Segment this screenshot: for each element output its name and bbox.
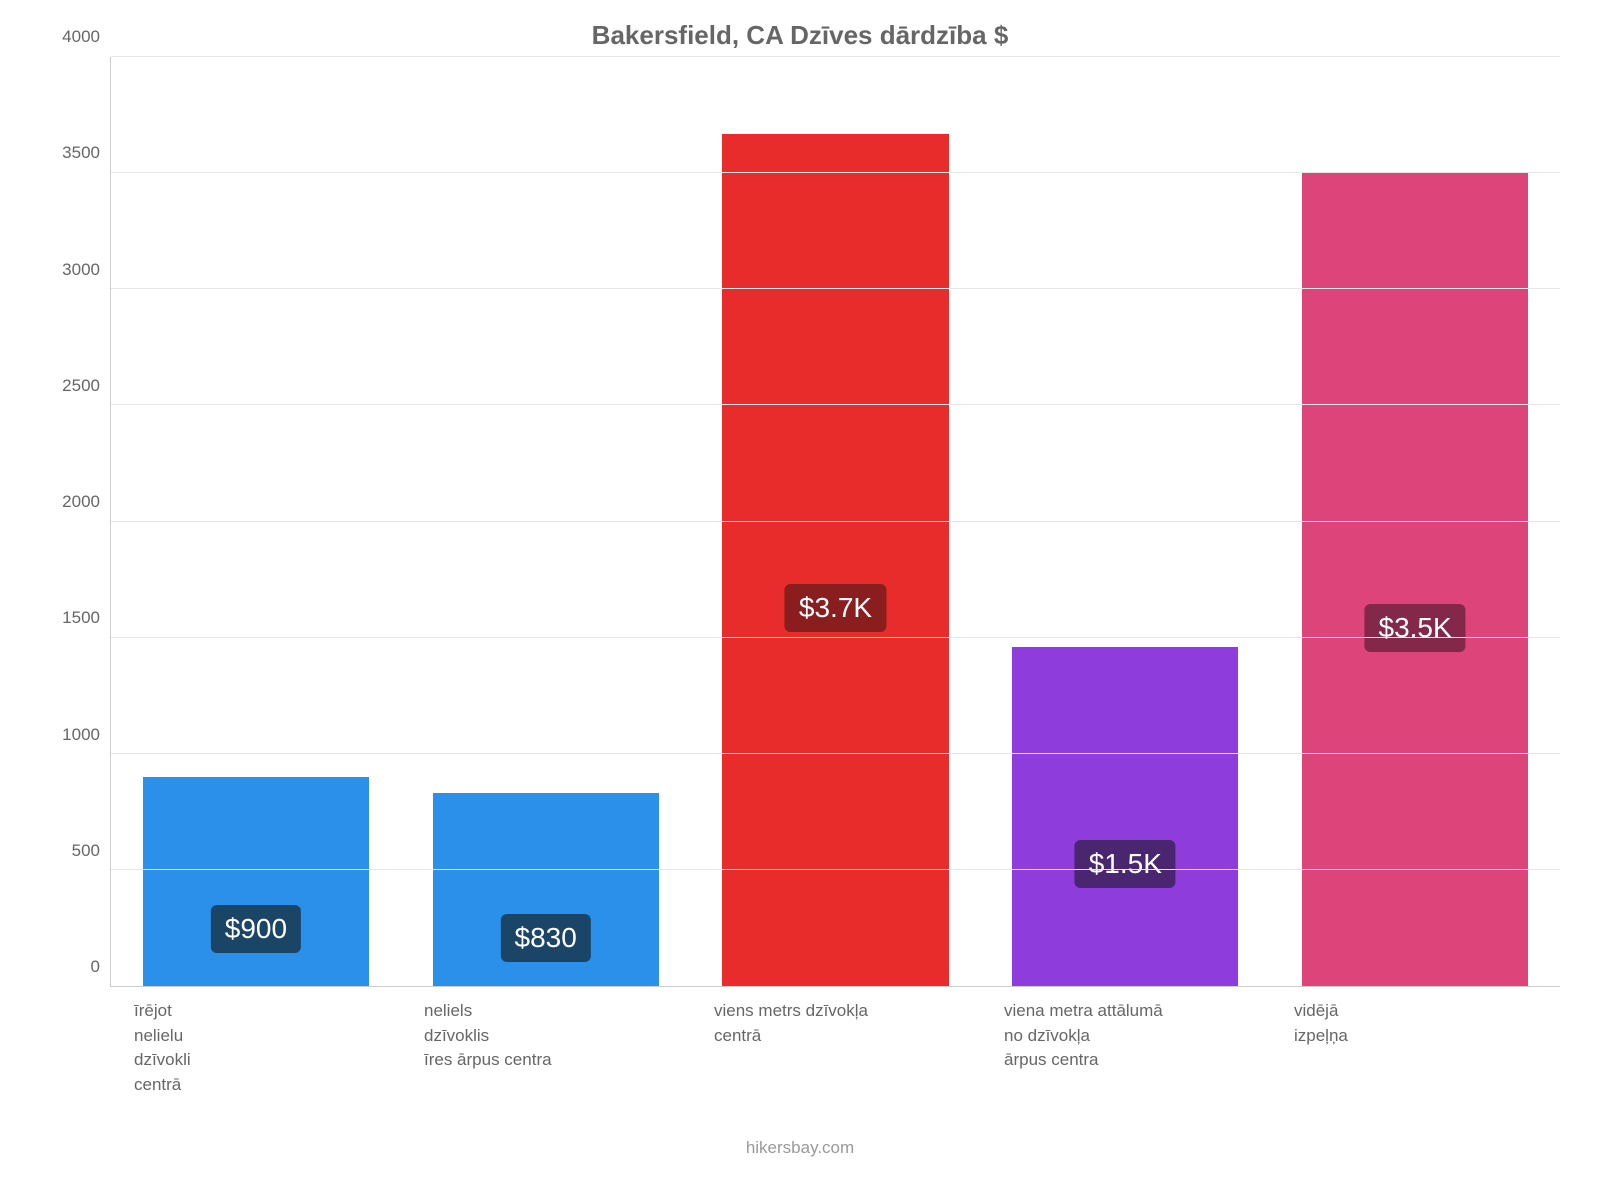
plot-area: $900 $830 $3.7K $1.5K $3.5K — [110, 57, 1560, 987]
bar-value-label: $830 — [501, 914, 591, 962]
x-axis-row: īrējot nelielu dzīvokli centrāneliels dz… — [40, 999, 1560, 1098]
y-tick-label: 500 — [72, 841, 100, 861]
grid-line — [111, 56, 1560, 57]
y-tick-label: 1500 — [62, 608, 100, 628]
chart-footer: hikersbay.com — [40, 1138, 1560, 1158]
y-tick-label: 1000 — [62, 725, 100, 745]
y-tick-label: 2500 — [62, 376, 100, 396]
y-tick-label: 2000 — [62, 492, 100, 512]
bar: $3.5K — [1302, 173, 1528, 986]
bar-slot: $1.5K — [980, 57, 1270, 986]
x-labels: īrējot nelielu dzīvokli centrāneliels dz… — [110, 999, 1560, 1098]
cost-of-living-chart: Bakersfield, CA Dzīves dārdzība $ 0 500 10… — [0, 0, 1600, 1200]
grid-line — [111, 753, 1560, 754]
bar-slot: $3.5K — [1270, 57, 1560, 986]
x-spacer — [40, 999, 110, 1098]
grid-line — [111, 404, 1560, 405]
bar-slot: $830 — [401, 57, 691, 986]
bar: $830 — [433, 793, 659, 986]
y-tick-label: 0 — [91, 957, 100, 977]
grid-line — [111, 637, 1560, 638]
bar-slot: $3.7K — [691, 57, 981, 986]
chart-title: Bakersfield, CA Dzīves dārdzība $ — [40, 20, 1560, 51]
y-axis: 05001000150020002500300035004000 — [40, 57, 110, 987]
bars-layer: $900 $830 $3.7K $1.5K $3.5K — [111, 57, 1560, 986]
bar-value-label: $1.5K — [1075, 840, 1176, 888]
bar: $1.5K — [1012, 647, 1238, 986]
bar-value-label: $900 — [211, 905, 301, 953]
y-tick-label: 4000 — [62, 27, 100, 47]
bar: $900 — [143, 777, 369, 986]
y-tick-label: 3500 — [62, 143, 100, 163]
grid-line — [111, 521, 1560, 522]
x-category-label: viens metrs dzīvokļa centrā — [690, 999, 980, 1098]
x-category-label: neliels dzīvoklis īres ārpus centra — [400, 999, 690, 1098]
bar-slot: $900 — [111, 57, 401, 986]
x-category-label: īrējot nelielu dzīvokli centrā — [110, 999, 400, 1098]
grid-line — [111, 869, 1560, 870]
x-category-label: viena metra attālumā no dzīvokļa ārpus c… — [980, 999, 1270, 1098]
grid-line — [111, 288, 1560, 289]
x-category-label: vidējā izpeļņa — [1270, 999, 1560, 1098]
grid-line — [111, 172, 1560, 173]
bar-value-label: $3.7K — [785, 584, 886, 632]
y-tick-label: 3000 — [62, 260, 100, 280]
plot-row: 05001000150020002500300035004000 $900$83… — [40, 57, 1560, 987]
bar-value-label: $3.5K — [1364, 604, 1465, 652]
bar: $3.7K — [722, 134, 948, 986]
